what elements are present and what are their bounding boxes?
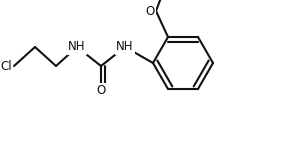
Text: NH: NH bbox=[68, 40, 86, 54]
Text: Cl: Cl bbox=[0, 59, 12, 73]
Text: O: O bbox=[146, 5, 155, 17]
Text: NH: NH bbox=[116, 40, 134, 54]
Text: O: O bbox=[96, 84, 106, 98]
